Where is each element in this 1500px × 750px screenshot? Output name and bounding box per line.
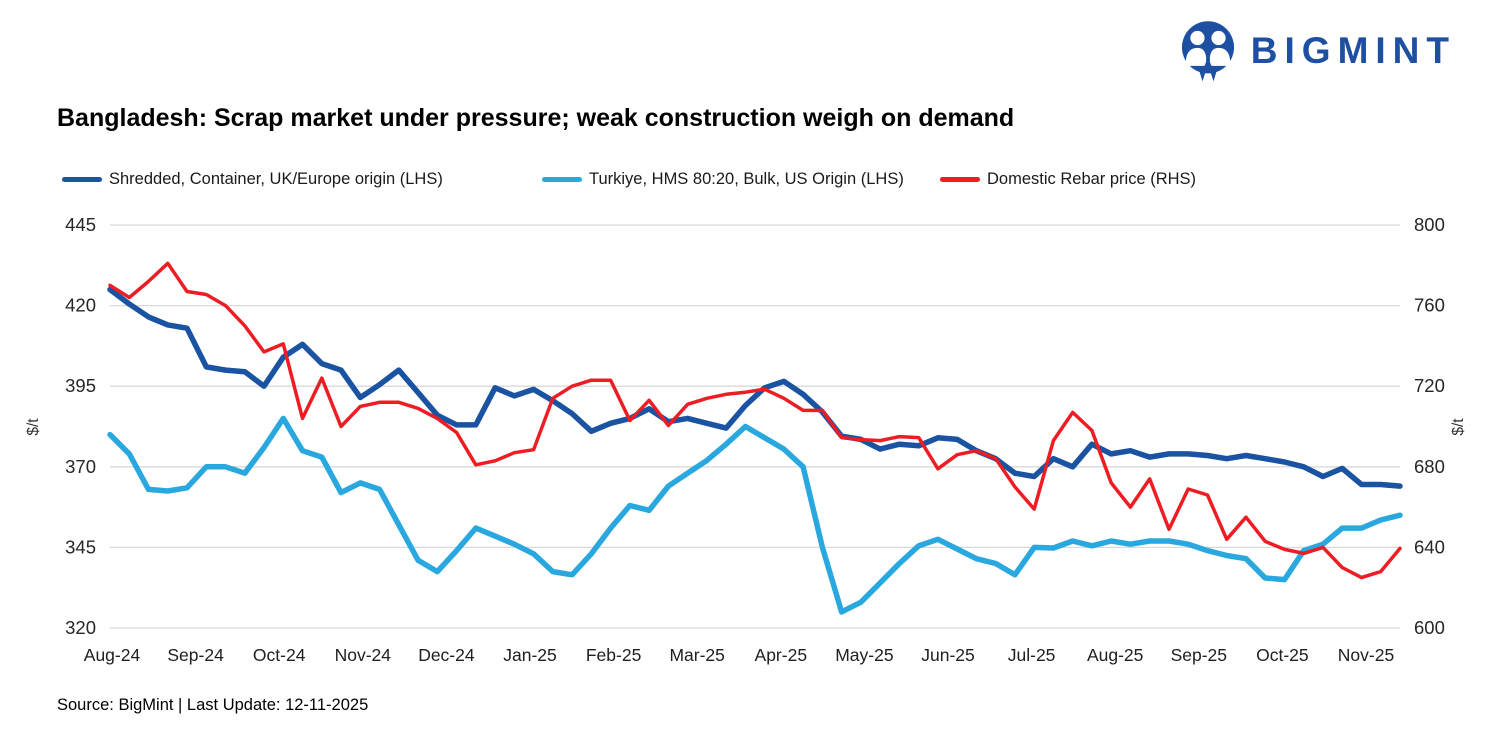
line-shredded [107, 286, 1403, 489]
brand-wordmark: BIGMINT [1250, 30, 1456, 71]
legend-label: Domestic Rebar price (RHS) [987, 170, 1197, 188]
source-note: Source: BigMint | Last Update: 12-11-202… [57, 696, 369, 714]
left-axis-tick: 420 [65, 295, 96, 316]
x-axis-label: Feb-25 [586, 645, 641, 665]
left-axis-tick: 345 [65, 536, 96, 557]
right-axis-tick: 600 [1414, 617, 1445, 638]
chart-legend: Shredded, Container, UK/Europe origin (L… [0, 170, 1500, 194]
x-axis-label: Jun-25 [921, 645, 975, 665]
x-axis-label: Aug-25 [1087, 645, 1143, 665]
x-axis-label: Jul-25 [1008, 645, 1056, 665]
turkiye-line-swatch [542, 177, 582, 182]
left-axis-tick: 445 [65, 214, 96, 235]
right-axis-tick: 720 [1414, 375, 1445, 396]
rebar-line-swatch [940, 177, 980, 182]
x-axis-label: May-25 [835, 645, 893, 665]
shredded-line-swatch [62, 177, 102, 182]
x-axis-label: Apr-25 [755, 645, 808, 665]
bigmint-logo-icon [1181, 21, 1234, 82]
x-axis-label: Sep-24 [167, 645, 224, 665]
right-axis-tick: 640 [1414, 536, 1445, 557]
right-axis-tick: 800 [1414, 214, 1445, 235]
left-axis-tick: 395 [65, 375, 96, 396]
legend-item-turkiye: Turkiye, HMS 80:20, Bulk, US Origin (LHS… [542, 170, 904, 189]
x-axis-label: Oct-24 [253, 645, 306, 665]
legend-item-shredded: Shredded, Container, UK/Europe origin (L… [62, 170, 443, 189]
x-axis-label: Oct-25 [1256, 645, 1309, 665]
x-axis-label: Dec-24 [418, 645, 475, 665]
x-axis-label: Nov-24 [335, 645, 392, 665]
page-title: Bangladesh: Scrap market under pressure;… [57, 104, 1015, 132]
legend-label: Turkiye, HMS 80:20, Bulk, US Origin (LHS… [589, 170, 904, 188]
left-axis-title: $/t [25, 418, 42, 436]
x-axis-label: Mar-25 [669, 645, 724, 665]
line-turkiye [107, 415, 1403, 615]
x-axis-label: Sep-25 [1171, 645, 1227, 665]
left-axis-tick: 320 [65, 617, 96, 638]
left-axis-tick: 370 [65, 456, 96, 477]
x-axis-label: Nov-25 [1338, 645, 1394, 665]
x-axis-label: Aug-24 [84, 645, 141, 665]
legend-label: Shredded, Container, UK/Europe origin (L… [109, 170, 443, 188]
right-axis-tick: 760 [1414, 295, 1445, 316]
right-axis-tick: 680 [1414, 456, 1445, 477]
x-axis-label: Jan-25 [503, 645, 557, 665]
right-axis-title: $/t [1450, 418, 1467, 436]
line-rebar [108, 261, 1402, 580]
bigmint-logo: BIGMINT [1177, 20, 1456, 82]
legend-item-rebar: Domestic Rebar price (RHS) [940, 170, 1196, 189]
